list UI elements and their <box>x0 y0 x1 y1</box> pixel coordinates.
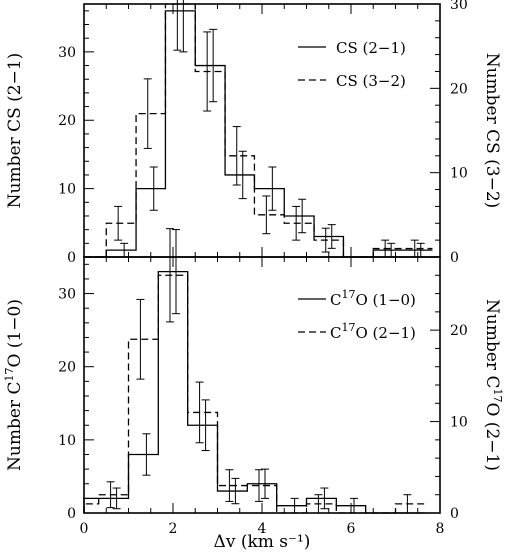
x-tick-label: 6 <box>347 521 356 537</box>
left-y-tick-label: 20 <box>58 360 76 376</box>
x-tick-label: 8 <box>436 521 445 537</box>
left-y-tick-label: 0 <box>67 250 76 266</box>
right-y-axis-label: Number CS (3−2) <box>482 53 502 209</box>
right-y-tick-label: 0 <box>450 506 459 522</box>
right-y-tick-label: 20 <box>450 81 468 97</box>
right-y-axis-label: Number C17O (2−1) <box>482 299 504 471</box>
left-y-tick-label: 30 <box>58 45 76 61</box>
left-y-tick-label: 10 <box>58 433 76 449</box>
left-y-axis-label: Number C17O (1−0) <box>3 299 25 471</box>
bottom-panel: 0 10 20 30 0 10 20 0 2 4 6 8 C17O (1−0) C17O (2−1) Num… <box>3 228 504 537</box>
top-panel: 0 10 20 30 0 10 20 30 CS (2−1) CS (3−2) Number CS … <box>5 0 502 266</box>
x-axis-label: Δv (km s⁻¹) <box>214 532 311 552</box>
histogram-dashed <box>83 274 426 514</box>
right-y-tick-label: 0 <box>450 250 459 266</box>
left-y-tick-label: 0 <box>67 506 76 522</box>
x-tick-label: 4 <box>258 521 267 537</box>
left-y-tick-label: 20 <box>58 113 76 129</box>
left-y-tick-label: 10 <box>58 182 76 198</box>
legend-label: C17O (2−1) <box>330 321 416 342</box>
legend-label: CS (3−2) <box>336 72 406 90</box>
legend-label: C17O (1−0) <box>330 288 416 309</box>
right-y-tick-label: 10 <box>450 166 468 182</box>
left-y-tick-label: 30 <box>58 287 76 303</box>
right-y-tick-label: 10 <box>450 415 468 431</box>
left-y-axis-label: Number CS (2−1) <box>5 53 25 209</box>
x-tick-label: 2 <box>169 521 178 537</box>
right-y-tick-label: 30 <box>450 0 468 13</box>
right-y-tick-label: 20 <box>450 323 468 339</box>
legend-label: CS (2−1) <box>336 39 406 57</box>
x-tick-label: 0 <box>80 521 89 537</box>
